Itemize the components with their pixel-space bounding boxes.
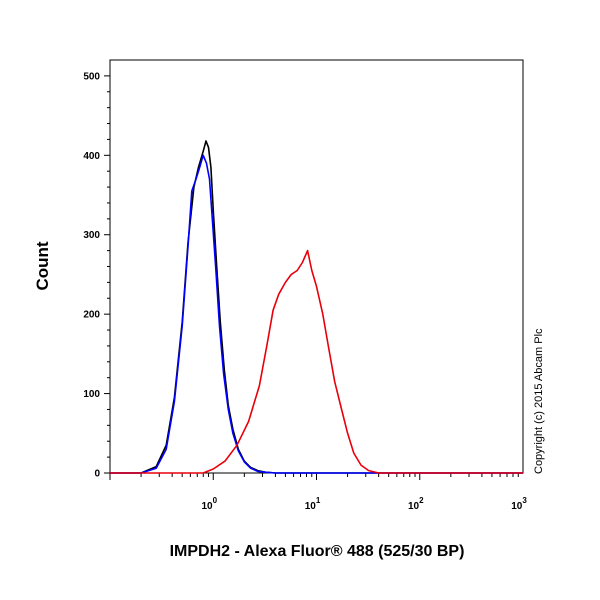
y-tick-label: 100: [83, 389, 100, 400]
x-axis: 100 101 102 103: [109, 473, 527, 512]
x-tick-label: 103: [511, 496, 527, 512]
y-tick-label: 0: [94, 469, 100, 480]
copyright-text: Copyright (c) 2015 Abcam Plc: [533, 328, 545, 474]
y-tick-label: 300: [83, 230, 100, 241]
series-line-3: [110, 249, 523, 474]
x-axis-title: IMPDH2 - Alexa Fluor® 488 (525/30 BP): [170, 543, 465, 560]
x-tick-label: 102: [408, 496, 424, 512]
x-tick-label: 100: [201, 496, 217, 512]
y-tick-label: 200: [83, 310, 100, 321]
series-layer: [110, 140, 523, 474]
x-tick-label: 101: [305, 496, 321, 512]
y-axis-title: Count: [33, 241, 52, 290]
y-axis: 0 100 200 300 400 500: [83, 71, 110, 480]
series-line-1: [110, 140, 523, 474]
y-tick-label: 500: [83, 71, 100, 82]
y-tick-label: 400: [83, 151, 100, 162]
series-line-2: [110, 154, 523, 474]
